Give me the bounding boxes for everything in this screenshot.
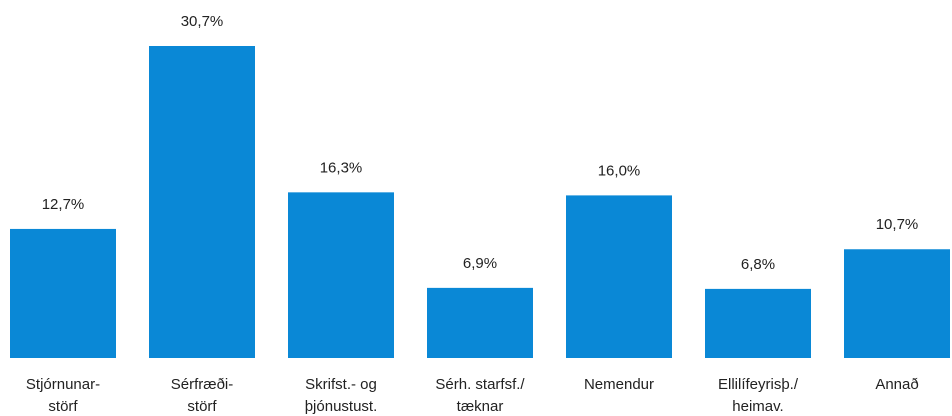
value-label: 6,9% [463, 255, 497, 272]
x-tick-label: tæknar [457, 398, 504, 415]
bar [288, 192, 394, 358]
bar [844, 249, 950, 358]
value-label: 16,3% [320, 159, 363, 176]
x-tick-label: Annað [875, 376, 918, 393]
value-label: 16,0% [598, 162, 641, 179]
value-label: 30,7% [181, 13, 224, 30]
bar [10, 228, 116, 358]
value-label: 10,7% [876, 216, 919, 233]
bar [705, 288, 811, 358]
x-tick-label: Sérh. starfsf./ [435, 376, 525, 393]
value-label: 6,8% [741, 256, 775, 273]
x-tick-label: þjónustust. [305, 398, 378, 415]
x-tick-label: Nemendur [584, 376, 654, 393]
value-label: 12,7% [42, 196, 85, 213]
x-tick-label: störf [187, 398, 217, 415]
x-tick-label: heimav. [732, 398, 783, 415]
bar [566, 195, 672, 358]
x-tick-label: Sérfræði- [171, 376, 234, 393]
bar [149, 46, 255, 358]
x-tick-label: Ellilífeyrisþ./ [718, 376, 799, 393]
x-tick-label: störf [48, 398, 78, 415]
x-tick-label: Skrifst.- og [305, 376, 377, 393]
bar [427, 287, 533, 358]
x-tick-label: Stjórnunar- [26, 376, 100, 393]
